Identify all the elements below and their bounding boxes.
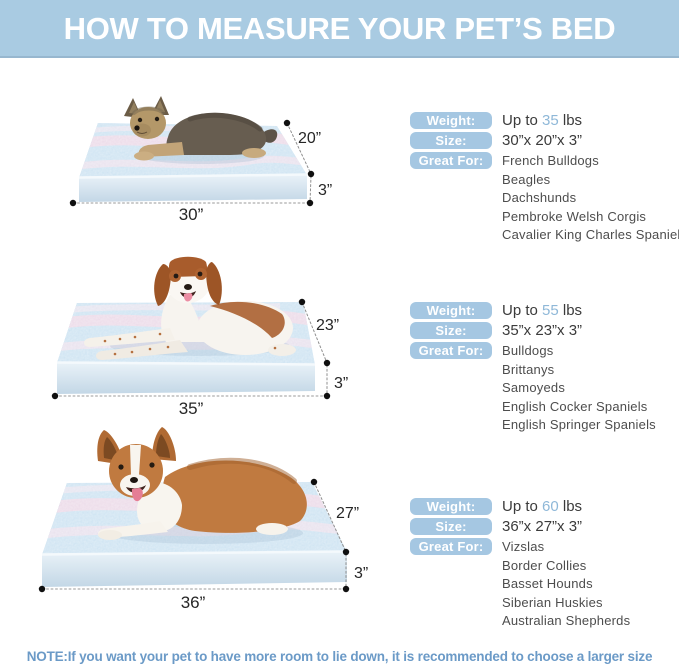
dimension-annotations-medium: 23” 3” 35” xyxy=(51,298,348,418)
breed-item: English Cocker Spaniels xyxy=(502,398,648,414)
bed-illustration-small: 20” 3” 30” xyxy=(69,96,332,224)
corgi-illustration xyxy=(97,427,307,544)
bed-piping xyxy=(78,173,308,179)
dog-tongue xyxy=(131,488,143,502)
breed-item: Border Collies xyxy=(502,558,587,574)
bed-illustration-medium: 23” 3” 35” xyxy=(51,256,348,418)
great-for-label-pill: Great For: xyxy=(410,152,492,169)
dog-nose xyxy=(134,125,140,131)
depth-dimension-label: 20” xyxy=(298,130,321,147)
breed-item: Dachshunds xyxy=(502,190,577,206)
breed-item: French Bulldogs xyxy=(502,153,599,168)
thickness-dimension-label: 3” xyxy=(318,182,332,199)
breed-row: English Springer Spaniels xyxy=(410,417,676,432)
breed-row: Siberian Huskies xyxy=(410,595,676,610)
breed-row: Pembroke Welsh Corgis xyxy=(410,209,676,224)
breed-item: Bulldogs xyxy=(502,343,554,358)
depth-dimension-label: 23” xyxy=(316,317,339,334)
dog-tongue xyxy=(183,293,193,302)
width-dimension-label: 36” xyxy=(181,593,206,612)
size-value: 30”x 20”x 3” xyxy=(502,132,583,149)
size-row: Size: 30”x 20”x 3” xyxy=(410,132,676,149)
breed-item: Australian Shepherds xyxy=(502,613,631,629)
dog-nose xyxy=(184,284,192,290)
note-text: NOTE:If you want your pet to have more r… xyxy=(26,649,653,664)
breed-item: English Springer Spaniels xyxy=(502,417,656,433)
weight-label-pill: Weight: xyxy=(410,498,492,515)
great-for-row: Great For: French Bulldogs xyxy=(410,152,676,169)
size-row: Size: 35”x 23”x 3” xyxy=(410,322,676,339)
breed-item: Cavalier King Charles Spaniels xyxy=(502,227,679,243)
size-row: Size: 36”x 27”x 3” xyxy=(410,518,676,535)
size-label-pill: Size: xyxy=(410,518,492,535)
yorkshire-terrier-illustration xyxy=(124,96,278,164)
weight-row: Weight: Up to 55 lbs xyxy=(410,302,676,319)
great-for-row: Great For: Vizslas xyxy=(410,538,676,555)
breed-item: Brittanys xyxy=(502,362,555,378)
size-label-pill: Size: xyxy=(410,132,492,149)
weight-label-pill: Weight: xyxy=(410,302,492,319)
great-for-label-pill: Great For: xyxy=(410,538,492,555)
breed-item: Vizslas xyxy=(502,539,545,554)
dimension-annotations-small: 20” 3” 30” xyxy=(69,119,332,224)
page-title: HOW TO MEASURE YOUR PET’S BED xyxy=(63,11,616,46)
great-for-row: Great For: Bulldogs xyxy=(410,342,676,359)
great-for-label-pill: Great For: xyxy=(410,342,492,359)
size-label-pill: Size: xyxy=(410,322,492,339)
breed-item: Samoyeds xyxy=(502,380,566,396)
weight-row: Weight: Up to 60 lbs xyxy=(410,498,676,515)
depth-dimension-label: 27” xyxy=(336,505,359,522)
width-dimension-label: 30” xyxy=(179,205,204,224)
width-dimension-label: 35” xyxy=(179,399,204,418)
depth-dimension-line xyxy=(313,481,347,553)
depth-dimension-line xyxy=(286,122,312,175)
weight-value: Up to 35 lbs xyxy=(502,112,583,129)
spec-block-large: Weight: Up to 60 lbs Size: 36”x 27”x 3” … xyxy=(410,498,676,631)
bed-front-face xyxy=(79,175,307,202)
weight-number: 55 xyxy=(542,302,559,319)
size-value: 35”x 23”x 3” xyxy=(502,322,583,339)
bed-piping xyxy=(41,550,348,556)
dog-freckles xyxy=(103,332,277,356)
weight-number: 60 xyxy=(542,498,559,515)
spec-block-medium: Weight: Up to 55 lbs Size: 35”x 23”x 3” … xyxy=(410,302,676,435)
breed-row: Dachshunds xyxy=(410,190,676,205)
weight-value: Up to 60 lbs xyxy=(502,498,583,515)
breed-item: Beagles xyxy=(502,172,551,188)
dimension-annotations-large: 27” 3” 36” xyxy=(38,478,368,612)
weight-label-pill: Weight: xyxy=(410,112,492,129)
spec-block-small: Weight: Up to 35 lbs Size: 30”x 20”x 3” … xyxy=(410,112,679,245)
depth-dimension-line xyxy=(301,301,328,364)
breed-row: Border Collies xyxy=(410,558,676,573)
breed-item: Siberian Huskies xyxy=(502,594,603,610)
weight-value: Up to 55 lbs xyxy=(502,302,583,319)
bed-front-face xyxy=(57,363,315,394)
breed-row: Cavalier King Charles Spaniels xyxy=(410,227,679,243)
weight-row: Weight: Up to 35 lbs xyxy=(410,112,676,129)
title-banner: HOW TO MEASURE YOUR PET’S BED xyxy=(0,0,679,58)
breed-item: Basset Hounds xyxy=(502,576,593,592)
breed-row: English Cocker Spaniels xyxy=(410,399,676,414)
breed-row: Basset Hounds xyxy=(410,576,676,591)
thickness-dimension-label: 3” xyxy=(334,375,348,392)
breed-row: Beagles xyxy=(410,172,676,187)
dog-nose xyxy=(130,477,138,483)
bed-illustration-large: 27” 3” 36” xyxy=(38,427,368,612)
thickness-dimension-line xyxy=(309,175,312,204)
thickness-dimension-label: 3” xyxy=(354,565,368,582)
size-value: 36”x 27”x 3” xyxy=(502,518,583,535)
weight-number: 35 xyxy=(542,112,559,129)
breed-row: Samoyeds xyxy=(410,380,676,395)
breed-row: Brittanys xyxy=(410,362,676,377)
bed-front-face xyxy=(42,552,347,587)
breed-item: Pembroke Welsh Corgis xyxy=(502,208,647,224)
brittany-spaniel-illustration xyxy=(84,256,296,360)
bed-piping xyxy=(56,361,316,366)
breed-row: Australian Shepherds xyxy=(410,613,676,628)
